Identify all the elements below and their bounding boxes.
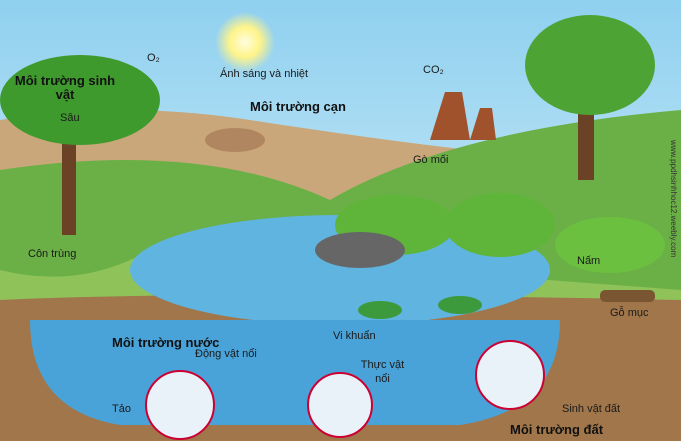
scene: [0, 0, 681, 441]
label: Ánh sáng và nhiệt: [220, 68, 308, 80]
label: Sâu: [60, 112, 80, 124]
label: Động vật nổi: [195, 348, 257, 360]
sun: [215, 12, 275, 72]
label: Môi trường sinh vật: [10, 74, 120, 102]
watermark: www.ppdhsinhhoc12.weebly.com: [669, 140, 678, 257]
label: Sinh vật đất: [562, 403, 620, 415]
label: Vi khuẩn: [333, 330, 376, 342]
label: Gỗ mục: [610, 307, 649, 319]
rock: [205, 128, 265, 152]
bush: [555, 217, 665, 273]
label: Môi trường cạn: [250, 99, 346, 114]
label: Môi trường đất: [510, 422, 603, 437]
label: O₂: [147, 52, 160, 64]
bush: [445, 193, 555, 257]
tree-canopy: [525, 15, 655, 115]
label: Gò mối: [413, 154, 448, 166]
zoom-circle: [476, 341, 544, 409]
lily-pad: [358, 301, 402, 319]
lily-pad: [438, 296, 482, 314]
zoom-circle: [146, 371, 214, 439]
label: CO₂: [423, 64, 444, 76]
label: Côn trùng: [28, 248, 76, 260]
label: Nấm: [577, 255, 600, 267]
rock: [315, 232, 405, 268]
log: [600, 290, 655, 302]
ecosystem-diagram: O₂ Ánh sáng và nhiệt CO₂ Môi trường sinh…: [0, 0, 681, 441]
label: Thực vật nổi: [355, 358, 410, 386]
label: Tảo: [112, 403, 131, 415]
